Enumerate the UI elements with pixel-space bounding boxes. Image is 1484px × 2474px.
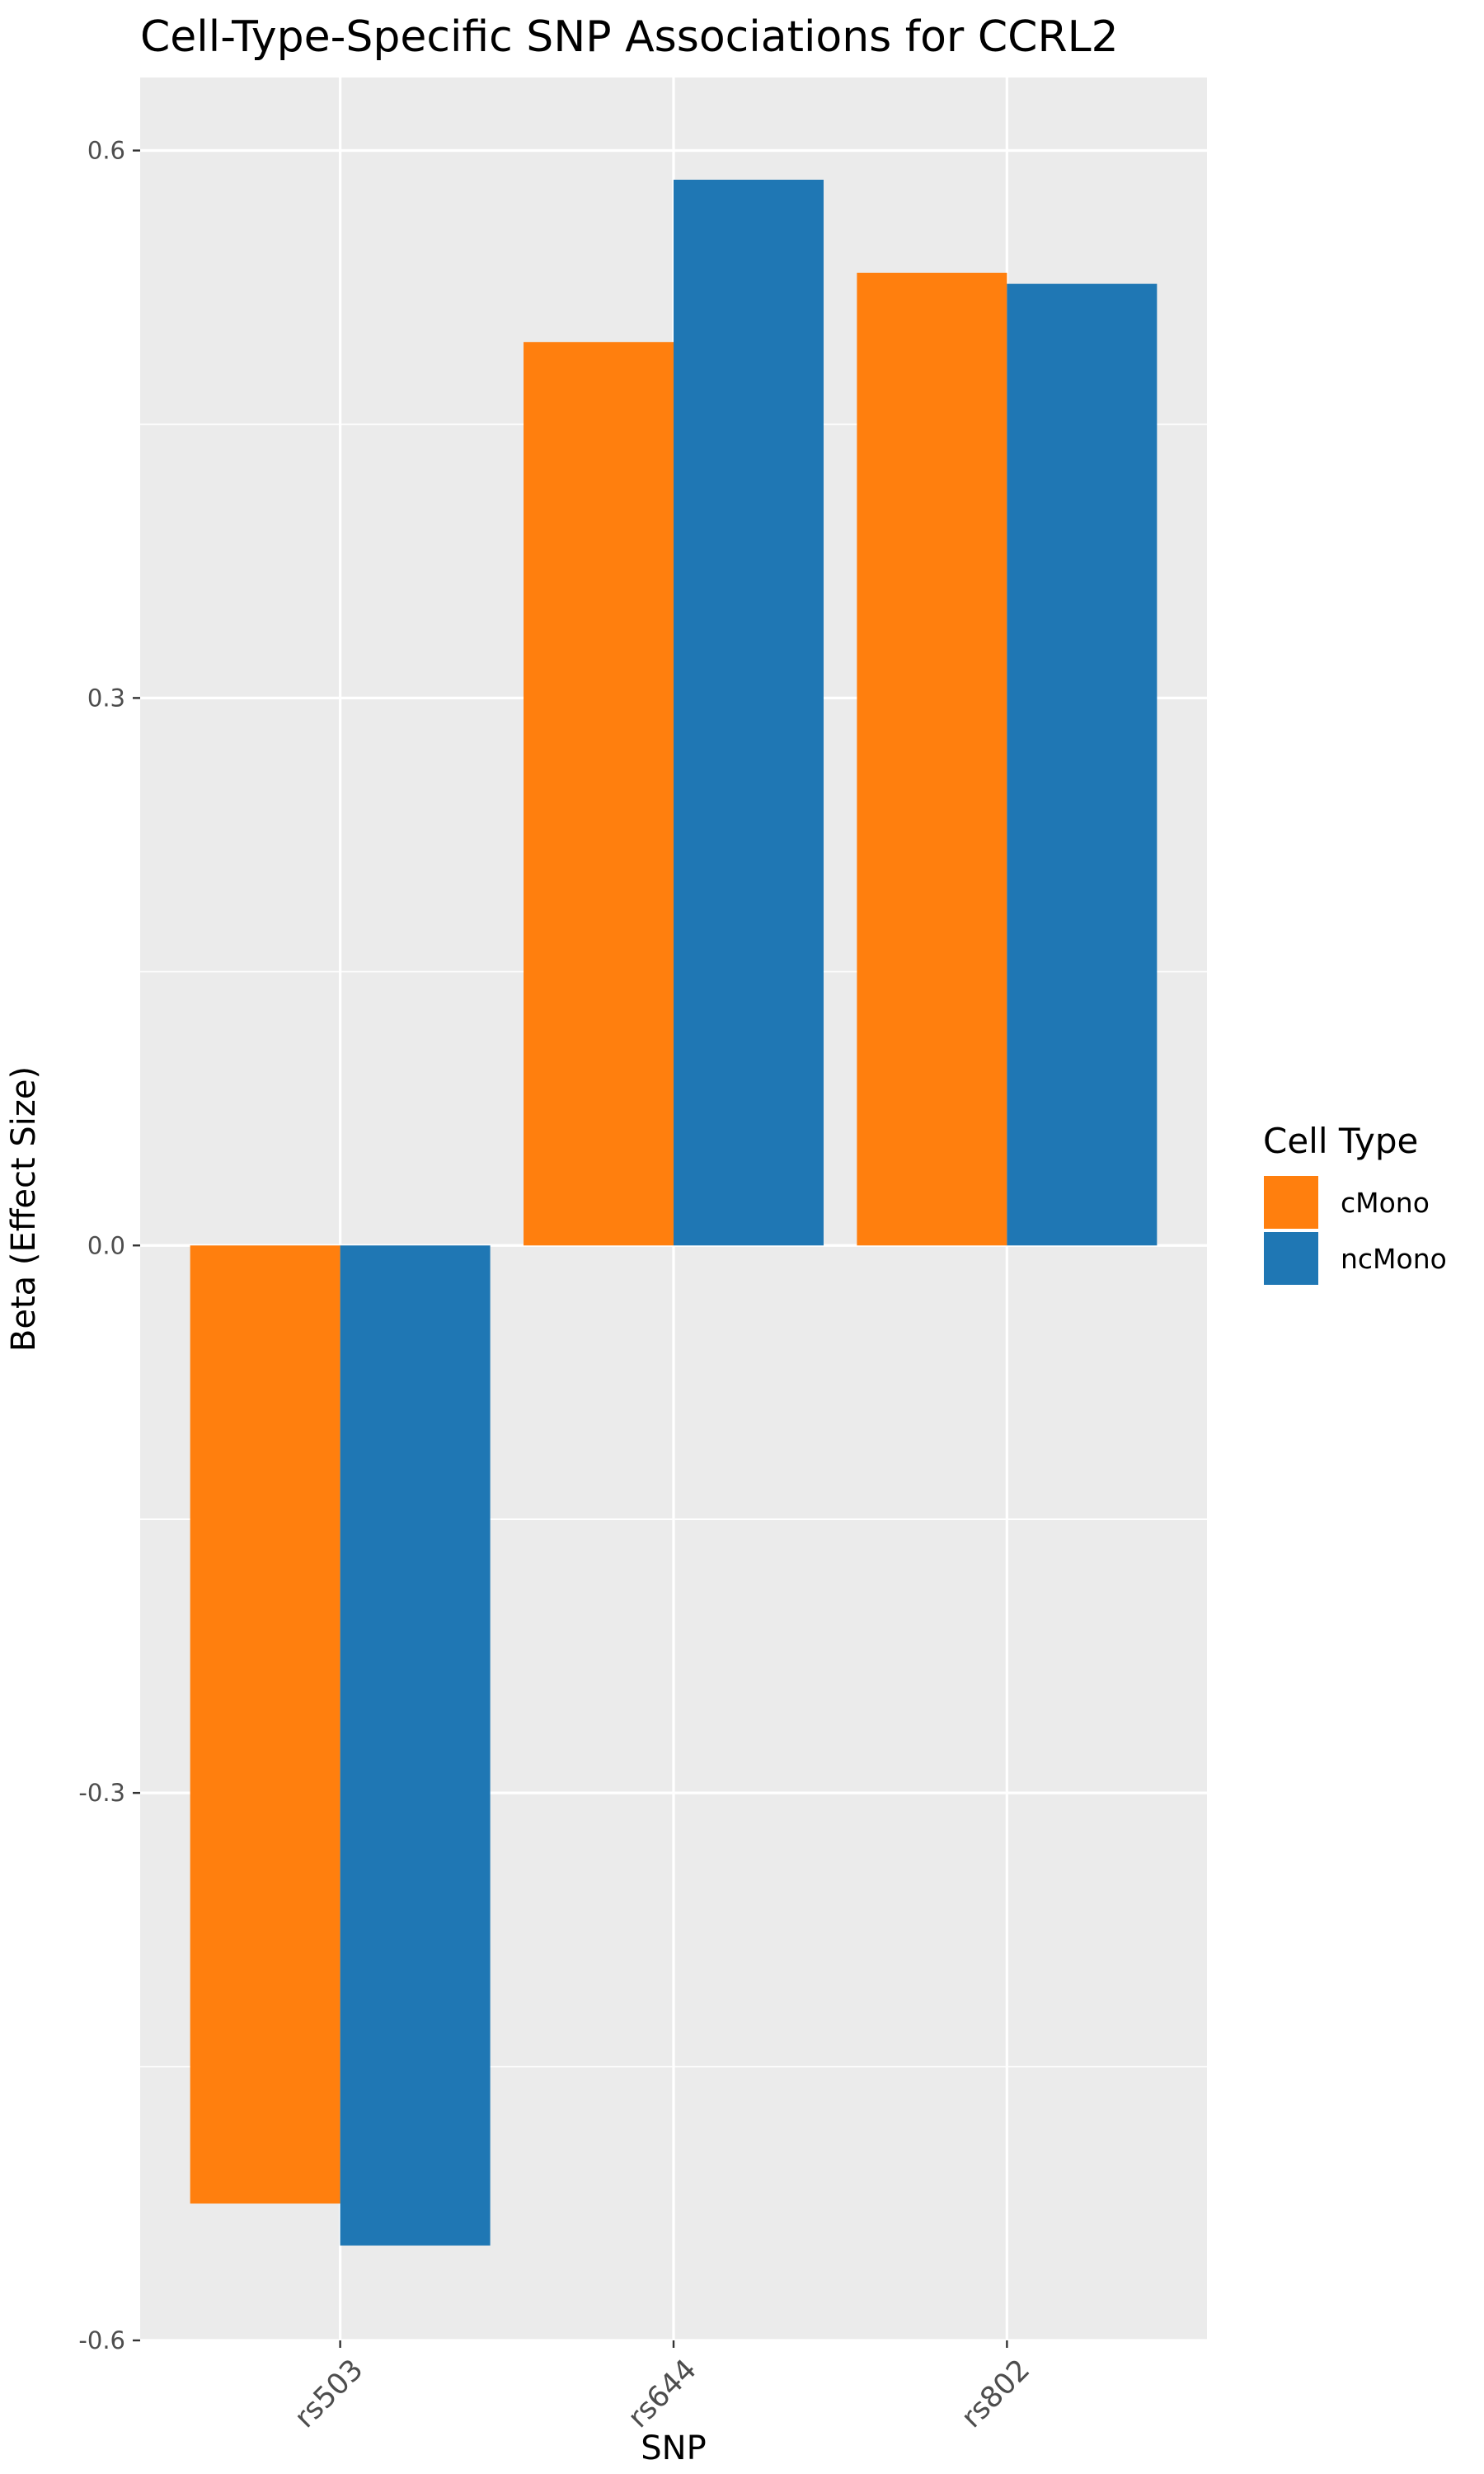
x-axis-title: SNP xyxy=(641,2429,706,2467)
y-tick-label: -0.6 xyxy=(78,2326,125,2354)
bars xyxy=(190,179,1158,2246)
legend-key-cMono xyxy=(1262,1174,1320,1230)
y-tick-label: 0.0 xyxy=(87,1231,125,1259)
bar-rs644-cMono xyxy=(524,341,674,1246)
legend-key-ncMono xyxy=(1262,1230,1320,1286)
bar-rs503-ncMono xyxy=(340,1245,491,2246)
y-tick-label: -0.3 xyxy=(78,1779,125,1807)
y-axis-ticks: -0.6 -0.3 0.0 0.3 0.6 xyxy=(78,137,140,2354)
legend-label-cMono: cMono xyxy=(1341,1187,1430,1219)
legend-items: cMono ncMono xyxy=(1262,1174,1447,1286)
legend-label-ncMono: ncMono xyxy=(1341,1243,1447,1275)
bar-rs644-ncMono xyxy=(674,179,824,1246)
y-tick-label: 0.3 xyxy=(87,684,125,712)
bar-rs802-cMono xyxy=(857,272,1007,1246)
bar-rs802-ncMono xyxy=(1007,284,1158,1246)
legend: Cell Type cMono ncMono xyxy=(1262,1121,1447,1286)
bar-rs503-cMono xyxy=(190,1245,340,2204)
legend-title: Cell Type xyxy=(1263,1121,1418,1161)
chart-title: Cell-Type-Specific SNP Associations for … xyxy=(140,12,1119,62)
y-axis-title: Beta (Effect Size) xyxy=(5,1066,43,1352)
y-tick-label: 0.6 xyxy=(87,137,125,165)
